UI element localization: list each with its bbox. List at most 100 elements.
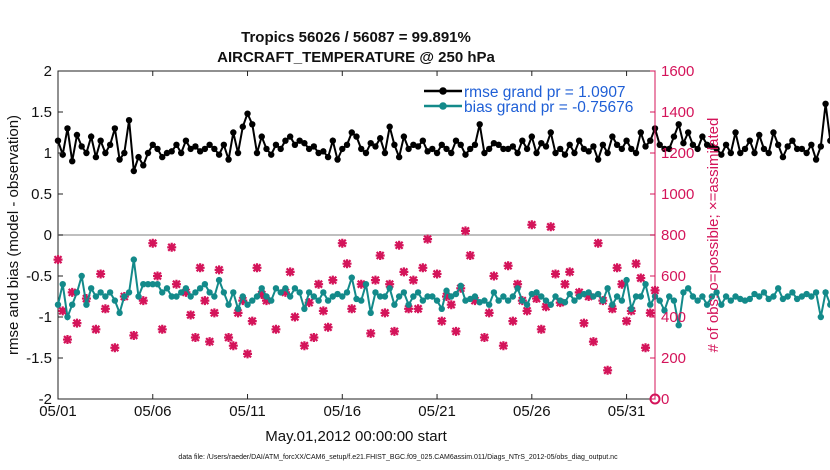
- rmse-point: [561, 151, 569, 158]
- y-tick-label-right: 1200: [661, 145, 694, 162]
- rmse-point: [381, 149, 389, 157]
- bias-point: [547, 301, 554, 308]
- rmse-point: [429, 145, 436, 153]
- bias-point: [746, 295, 753, 303]
- rmse-point: [642, 143, 649, 150]
- obs-assimilated-marker: [631, 259, 641, 269]
- y-tick-label-left: -2: [39, 391, 52, 408]
- rmse-point: [713, 145, 720, 153]
- obs-assimilated-marker: [72, 318, 82, 328]
- obs-assimilated-marker: [323, 322, 333, 332]
- bias-point: [519, 297, 526, 304]
- bias-point: [234, 305, 242, 312]
- rmse-point: [424, 148, 431, 155]
- bias-point: [561, 299, 569, 306]
- bias-point: [779, 295, 787, 303]
- bias-point: [566, 290, 573, 298]
- rmse-point: [234, 149, 242, 157]
- y-tick-label-left: -0.5: [26, 268, 52, 285]
- rmse-point: [339, 145, 346, 153]
- y-tick-label-left: 2: [44, 63, 52, 80]
- rmse-point: [116, 156, 123, 163]
- bias-point: [125, 289, 133, 296]
- bias-point: [111, 297, 119, 304]
- bias-point: [571, 297, 578, 304]
- rmse-point: [353, 133, 360, 140]
- bias-point: [92, 293, 100, 300]
- rmse-point: [196, 148, 204, 155]
- rmse-point: [694, 145, 701, 153]
- bias-point: [258, 285, 265, 292]
- bias-point: [405, 301, 412, 308]
- legend-rmse-marker: [439, 87, 447, 95]
- bias-point: [751, 290, 758, 298]
- rmse-point: [106, 141, 114, 148]
- bias-point: [376, 293, 384, 300]
- bias-point: [680, 289, 687, 296]
- obs-assimilated-marker: [423, 234, 433, 244]
- x-tick-label: 05/11: [229, 403, 265, 420]
- bias-point: [443, 287, 450, 294]
- obs-assimilated-marker: [356, 279, 366, 289]
- obs-assimilated-marker: [498, 341, 508, 351]
- bias-point: [291, 285, 299, 292]
- bias-point: [803, 290, 810, 298]
- rmse-point: [102, 149, 109, 157]
- obs-assimilated-marker: [645, 308, 655, 318]
- x-tick-label: 05/16: [324, 403, 362, 420]
- obs-assimilated-marker: [460, 226, 470, 236]
- y-tick-label-right: 1000: [661, 186, 694, 203]
- x-tick-label: 05/21: [418, 403, 456, 420]
- x-tick-label: 05/26: [513, 403, 551, 420]
- rmse-point: [737, 149, 744, 157]
- rmse-point: [571, 149, 578, 157]
- obs-assimilated-marker: [261, 296, 271, 306]
- rmse-point: [367, 139, 374, 147]
- bias-point: [182, 285, 190, 292]
- rmse-point: [756, 131, 763, 139]
- bias-point: [135, 293, 142, 300]
- obs-assimilated-marker: [622, 316, 632, 326]
- rmse-point: [684, 129, 692, 136]
- rmse-point: [206, 141, 213, 148]
- bias-point: [789, 289, 796, 296]
- y-tick-label-right: 800: [661, 227, 686, 244]
- obs-assimilated-marker: [385, 279, 395, 289]
- rmse-point: [130, 167, 138, 175]
- obs-assimilated-marker: [138, 296, 148, 306]
- obs-assimilated-marker: [328, 275, 338, 285]
- bias-point: [130, 256, 138, 263]
- y-tick-label-left: 0.5: [31, 186, 52, 203]
- obs-assimilated-marker: [536, 324, 546, 334]
- obs-assimilated-marker: [167, 242, 177, 252]
- y-tick-label-left: -1.5: [26, 350, 52, 367]
- bias-point: [249, 297, 256, 304]
- bias-point: [391, 301, 398, 308]
- bias-point: [83, 301, 90, 308]
- bias-point: [732, 293, 739, 300]
- rmse-point: [523, 145, 531, 153]
- bias-point: [694, 297, 701, 304]
- bias-point: [471, 293, 479, 300]
- rmse-point: [817, 143, 825, 150]
- bias-point: [670, 297, 678, 304]
- bias-point: [618, 297, 626, 304]
- rmse-point: [613, 141, 621, 148]
- rmse-point: [609, 133, 616, 140]
- obs-assimilated-marker: [62, 335, 72, 345]
- bias-point: [438, 305, 445, 312]
- bias-point: [424, 293, 431, 300]
- rmse-point: [301, 139, 308, 147]
- bias-point: [173, 293, 180, 300]
- bias-point: [277, 289, 284, 296]
- bias-point: [263, 293, 270, 300]
- rmse-point: [395, 153, 403, 161]
- rmse-point: [372, 143, 379, 150]
- bias-point: [381, 293, 389, 300]
- rmse-point: [661, 145, 668, 153]
- rmse-point: [727, 149, 735, 157]
- rmse-point: [263, 145, 270, 153]
- rmse-point: [215, 151, 223, 158]
- obs-assimilated-marker: [247, 316, 257, 326]
- rmse-point: [348, 129, 355, 136]
